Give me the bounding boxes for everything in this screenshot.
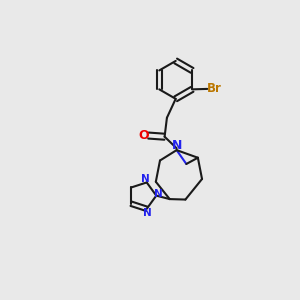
Text: O: O (138, 129, 149, 142)
Text: Br: Br (207, 82, 222, 95)
Text: N: N (141, 174, 150, 184)
Text: N: N (171, 139, 182, 152)
Text: N: N (143, 208, 152, 218)
Text: N: N (154, 189, 163, 199)
